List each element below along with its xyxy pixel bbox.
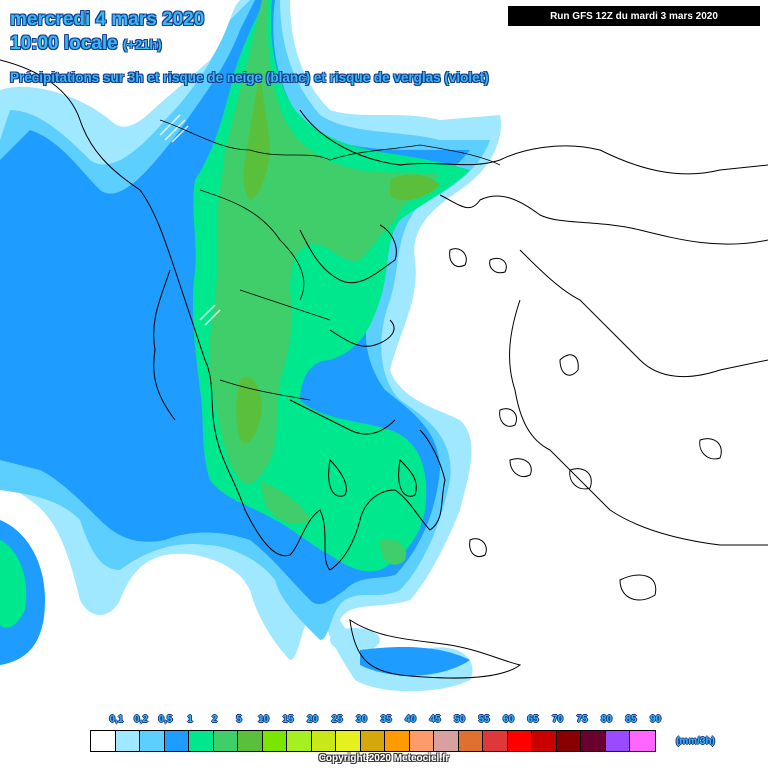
- legend-swatch: [581, 731, 606, 751]
- legend-label: 90: [649, 714, 662, 725]
- legend-label: 60: [502, 714, 515, 725]
- legend-label: 30: [355, 714, 368, 725]
- legend-labels: 0,1 0,2 0,5 1 2 5 10 15 20 25 30 35 40 45 50 55 60 65 70 75…: [92, 714, 672, 728]
- legend-label: 85: [625, 714, 637, 725]
- legend-label: 45: [429, 714, 441, 725]
- legend-swatch: [336, 731, 361, 751]
- legend-label: 0,5: [158, 714, 173, 725]
- legend-swatch: [556, 731, 581, 751]
- legend-label: 0,1: [109, 714, 124, 725]
- legend-label: 65: [527, 714, 539, 725]
- legend-label: 10: [257, 714, 270, 725]
- legend-swatch: [507, 731, 532, 751]
- forecast-offset: (+21h): [123, 37, 162, 52]
- legend-label: 1: [187, 714, 193, 725]
- legend-swatch: [91, 731, 116, 751]
- legend-label: 5: [236, 714, 242, 725]
- legend-swatch: [262, 731, 287, 751]
- legend-label: 80: [600, 714, 613, 725]
- legend-swatch: [385, 731, 410, 751]
- legend-label: 0,2: [134, 714, 148, 725]
- legend-label: 15: [282, 714, 294, 725]
- legend-swatch: [483, 731, 508, 751]
- run-info-badge: Run GFS 12Z du mardi 3 mars 2020: [508, 6, 760, 26]
- map-description: Précipitations sur 3h et risque de neige…: [10, 70, 489, 85]
- copyright-text: Copyright 2020 Meteociel.fr: [318, 753, 450, 764]
- legend-label: 55: [478, 714, 490, 725]
- coastlines: [0, 59, 768, 679]
- legend-swatch: [532, 731, 557, 751]
- forecast-date: mercredi 4 mars 2020: [10, 9, 205, 30]
- forecast-local-time: 10:00 locale: [10, 33, 118, 54]
- forecast-time: 10:00 locale (+21h): [10, 33, 162, 55]
- legend-swatch: [458, 731, 483, 751]
- country-borders: [159, 119, 501, 401]
- legend-swatch: [630, 731, 655, 751]
- legend-color-scale: [90, 730, 656, 752]
- snow-risk-hatch: [0, 0, 221, 326]
- legend-swatch: [189, 731, 214, 751]
- legend-swatch: [115, 731, 140, 751]
- legend-unit: (mm/3h): [676, 736, 715, 747]
- legend-label: 25: [331, 714, 343, 725]
- legend-swatch: [605, 731, 630, 751]
- legend-label: 75: [576, 714, 588, 725]
- legend-swatch: [287, 731, 312, 751]
- legend-swatch: [434, 731, 459, 751]
- legend-label: 70: [551, 714, 564, 725]
- legend-label: 35: [380, 714, 392, 725]
- legend-label: 40: [404, 714, 417, 725]
- legend-label: 20: [306, 714, 319, 725]
- legend-swatch: [164, 731, 189, 751]
- legend-swatch: [311, 731, 336, 751]
- legend-swatch: [409, 731, 434, 751]
- precip-dark-green-area: [209, 0, 440, 565]
- legend-swatch: [213, 731, 238, 751]
- legend-label: 2: [211, 714, 218, 725]
- precip-olive-area: [236, 70, 440, 444]
- legend-label: 50: [453, 714, 466, 725]
- legend-swatch: [140, 731, 165, 751]
- legend-swatch: [238, 731, 263, 751]
- legend-swatch: [360, 731, 385, 751]
